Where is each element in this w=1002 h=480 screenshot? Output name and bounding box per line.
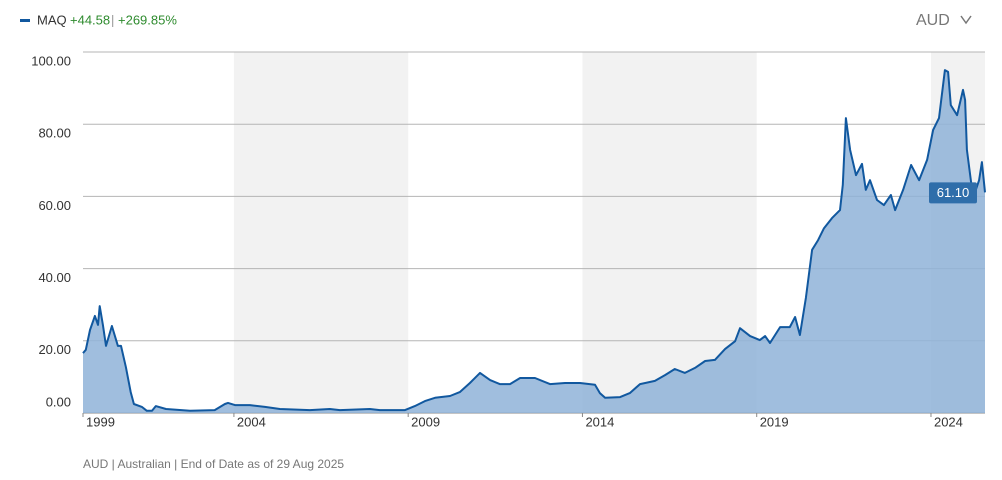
x-tick-label: 2019 xyxy=(760,414,789,429)
currency-dropdown[interactable]: AUD xyxy=(916,12,972,29)
x-tick-label: 2004 xyxy=(237,414,266,429)
band xyxy=(233,52,409,413)
line xyxy=(82,69,986,412)
change-percent: +269.85% xyxy=(118,12,177,27)
y-tick-label: 0.00 xyxy=(46,394,71,409)
footer: AUD | Australian | End of Date as of 29 … xyxy=(83,457,344,471)
y-tick-label: 20.00 xyxy=(38,342,71,357)
y-tick-label: 100.00 xyxy=(31,53,71,68)
value-label-box xyxy=(929,182,977,204)
y-tick-label: 60.00 xyxy=(38,198,71,213)
y-tick-label: 80.00 xyxy=(38,126,71,141)
area xyxy=(83,70,985,413)
x-tick-label: 2014 xyxy=(585,414,614,429)
y-tick-label: 40.00 xyxy=(38,270,71,285)
legend-label: MAQ xyxy=(37,12,67,27)
separator: | xyxy=(111,12,114,27)
x-tick-label: 2024 xyxy=(934,414,963,429)
value-label: 61.10 xyxy=(937,185,970,200)
x-tick-label: 2009 xyxy=(411,414,440,429)
currency[interactable]: AUD xyxy=(916,12,950,29)
legend-swatch xyxy=(20,19,30,22)
chevron[interactable] xyxy=(960,15,972,25)
change: +44.58 xyxy=(70,12,110,27)
x-tick-label: 1999 xyxy=(86,414,115,429)
